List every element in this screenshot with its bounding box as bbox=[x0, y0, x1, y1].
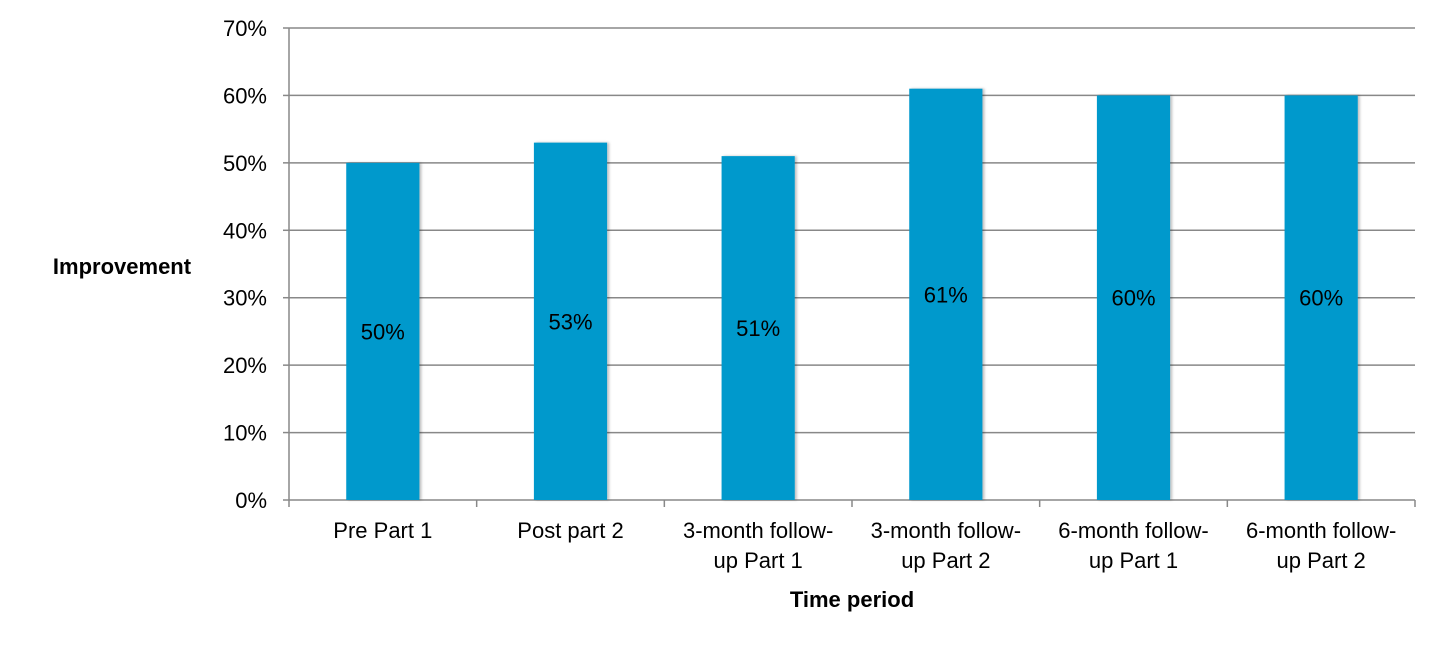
bar bbox=[1284, 95, 1358, 500]
y-tick-label: 40% bbox=[223, 218, 267, 243]
y-axis-title: Improvement bbox=[53, 254, 192, 279]
x-tick-label: Pre Part 1 bbox=[333, 518, 432, 543]
bar bbox=[346, 162, 420, 500]
bar bbox=[721, 156, 795, 500]
axes bbox=[283, 27, 1416, 507]
y-tick-label: 50% bbox=[223, 151, 267, 176]
data-label: 60% bbox=[1111, 286, 1155, 311]
x-tick-label: 6-month follow-up Part 1 bbox=[1058, 518, 1208, 573]
y-tick-label: 10% bbox=[223, 421, 267, 446]
data-label: 61% bbox=[924, 282, 968, 307]
bars bbox=[346, 88, 1358, 500]
labels: 0% 10% 20% 30% 40% 50% 60% 70% 50% Pre Part 1 53% P… bbox=[223, 16, 1396, 573]
x-tick-label: 6-month follow-up Part 2 bbox=[1246, 518, 1396, 573]
data-label: 51% bbox=[736, 316, 780, 341]
y-tick-label: 60% bbox=[223, 83, 267, 108]
bar bbox=[1096, 95, 1171, 500]
x-tick-label: Post part 2 bbox=[517, 518, 623, 543]
x-tick-label: 3-month follow-up Part 2 bbox=[871, 518, 1021, 573]
y-tick-label: 20% bbox=[223, 353, 267, 378]
gridlines bbox=[289, 27, 1415, 434]
x-axis-title: Time period bbox=[790, 587, 914, 612]
data-label: 53% bbox=[548, 309, 592, 334]
y-tick-label: 70% bbox=[223, 16, 267, 41]
data-label: 50% bbox=[361, 319, 405, 344]
bar bbox=[533, 142, 608, 500]
data-label: 60% bbox=[1299, 286, 1343, 311]
x-tick-label: 3-month follow-up Part 1 bbox=[683, 518, 833, 573]
y-tick-label: 30% bbox=[223, 286, 267, 311]
bar bbox=[909, 88, 983, 500]
y-tick-label: 0% bbox=[235, 488, 267, 513]
